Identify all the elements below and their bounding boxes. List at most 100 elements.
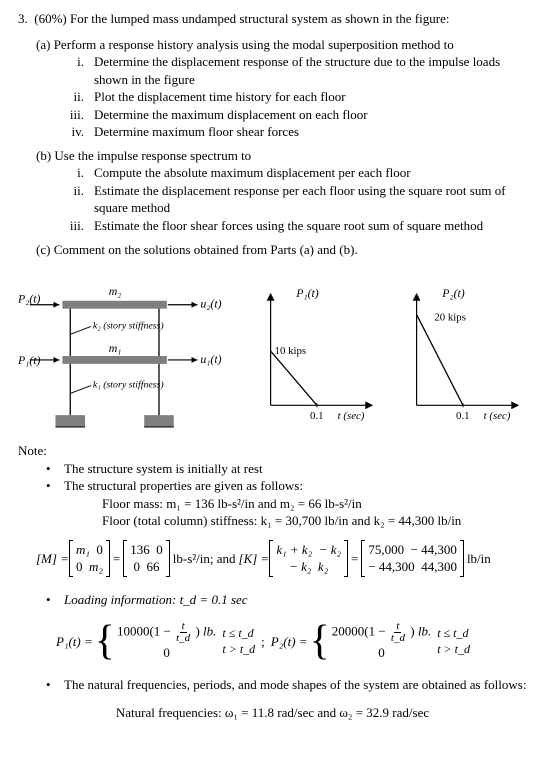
p1-td: 0.1 [310,410,324,422]
part-a-text: Perform a response history analysis usin… [54,37,454,52]
zero-1: 0 [117,644,216,662]
part-b-label: (b) [36,148,51,163]
M-lhs: [M] = [36,550,69,568]
K-sym-22: k₂ [318,558,328,576]
cond1-a: t ≤ t_d [222,625,255,641]
bullet-icon: • [46,477,64,530]
p2-title: P₂(t) [441,286,465,300]
P1-amp: 10000 [117,624,150,639]
M-sym-12: 0 [96,541,103,559]
one-minus: 1 − [154,624,171,639]
matrix-equation: [M] = m₁ 0 0 m₂ = 136 0 0 66 lb-s²/in; a… [36,540,527,577]
freq-line: Natural frequencies: ω₁ = 11.8 rad/sec a… [18,704,527,722]
label-P1: P₁(t) [18,353,41,367]
P2-amp: 20000 [332,624,365,639]
lb-unit-2: lb. [418,624,431,639]
bullet-icon: • [46,591,64,609]
cond2-b: t > t_d [437,641,470,657]
p1-xaxis: t (sec) [338,410,365,422]
bullet-icon: • [46,676,64,694]
a-i-text: Determine the displacement response of t… [94,53,527,88]
load-graph-p1: P₁(t) 10 kips 0.1 t (sec) [243,276,381,436]
part-b-text: Use the impulse response spectrum to [54,148,251,163]
K-num-11: 75,000 [368,541,404,559]
cond1-b: t ≤ t_d [437,625,470,641]
question-number: 3. [18,11,28,26]
loading-text: Loading information: t_d = 0.1 sec [64,591,527,609]
question-header: 3. (60%) For the lumped mass undamped st… [18,10,527,28]
M-unit: lb-s²/in; and [173,550,236,568]
part-a: (a) Perform a response history analysis … [36,36,527,141]
p2-td: 0.1 [456,410,470,422]
structure-diagram: P₂(t) P₁(t) u₂(t) u₁(t) m₂ m₁ k₂ (story … [18,276,235,436]
note-b2-text: The structural properties are given as f… [64,477,527,495]
p1-title: P₁(t) [295,286,319,300]
question-weight: (60%) [34,11,67,26]
K-sym-11: k₁ + k₂ [276,541,312,559]
K-num-12: − 44,300 [411,541,457,559]
K-num-22: 44,300 [421,558,457,576]
part-a-list: i.Determine the displacement response of… [66,53,527,141]
M-num-21: 0 [134,558,141,576]
note-stiff-line: Floor (total column) stiffness: k₁ = 30,… [102,512,527,530]
one-minus-2: 1 − [369,624,386,639]
note-header: Note: [18,442,527,460]
part-b: (b) Use the impulse response spectrum to… [36,147,527,235]
M-num-12: 0 [156,541,163,559]
M-num-11: 136 [130,541,150,559]
P1-name: P₁(t) = [56,633,93,651]
K-sym-12: − k₂ [319,541,341,559]
brace-icon: { [95,620,115,662]
brace-icon: { [310,620,330,662]
label-m1: m₁ [109,341,122,355]
part-c-label: (c) [36,242,50,257]
note-mass-line: Floor mass: m₁ = 136 lb-s²/in and m₂ = 6… [102,495,527,513]
M-num-22: 66 [147,558,160,576]
frac-den: t_d [174,633,192,644]
part-c: (c) Comment on the solutions obtained fr… [36,241,527,259]
M-sym-11: m₁ [76,541,90,559]
M-sym-22: m₂ [89,558,103,576]
b-iii-num: iii. [66,217,94,235]
label-m2: m₂ [109,284,122,298]
label-u1: u₁(t) [200,352,221,366]
P2-name: P₂(t) = [271,633,308,651]
sep: ; [261,633,265,651]
M-sym-21: 0 [76,558,83,576]
a-ii-text: Plot the displacement time history for e… [94,88,527,106]
a-iv-text: Determine maximum floor shear forces [94,123,527,141]
b-ii-text: Estimate the displacement response per e… [94,182,527,217]
a-i-num: i. [66,53,94,88]
question-stem: For the lumped mass undamped structural … [70,11,449,26]
a-iii-num: iii. [66,106,94,124]
note-b1-text: The structure system is initially at res… [64,460,527,478]
part-c-text: Comment on the solutions obtained from P… [54,242,358,257]
a-iv-num: iv. [66,123,94,141]
p2-xaxis: t (sec) [484,410,511,422]
frac-den-2: t_d [389,633,407,644]
zero-2: 0 [332,644,431,662]
b-ii-num: ii. [66,182,94,217]
paren-close: ) [195,624,199,639]
bullet-icon: • [46,460,64,478]
cond2-a: t > t_d [222,641,255,657]
b-i-text: Compute the absolute maximum displacemen… [94,164,527,182]
p2-peak: 20 kips [434,312,466,324]
load-graph-p2: P₂(t) 20 kips 0.1 t (sec) [389,276,527,436]
b-iii-text: Estimate the floor shear forces using th… [94,217,527,235]
K-unit: lb/in [467,550,491,568]
part-b-list: i.Compute the absolute maximum displacem… [66,164,527,234]
paren-close-2: ) [410,624,414,639]
note-bullet-1: • The structure system is initially at r… [46,460,527,478]
freq-text: The natural frequencies, periods, and mo… [64,676,527,694]
loading-bullet: • Loading information: t_d = 0.1 sec [46,591,527,609]
K-num-21: − 44,300 [368,558,414,576]
lb-unit: lb. [203,624,216,639]
K-lhs: [K] = [239,550,270,568]
label-k2: k₂ (story stiffness) [93,321,164,332]
figures-row: P₂(t) P₁(t) u₂(t) u₁(t) m₂ m₁ k₂ (story … [18,276,527,436]
b-i-num: i. [66,164,94,182]
K-sym-21: − k₂ [289,558,311,576]
piecewise-loads: P₁(t) = { 10000(1 − tt_d ) lb. 0 t ≤ t_d… [56,620,527,662]
part-a-label: (a) [36,37,50,52]
